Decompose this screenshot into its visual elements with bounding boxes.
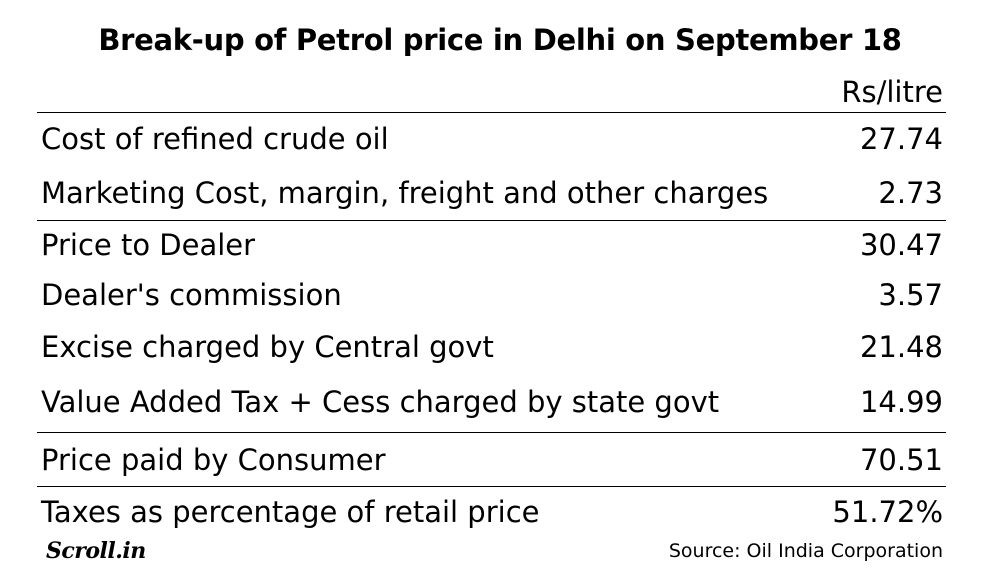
row-value: 30.47 [859, 228, 943, 262]
table-row: Marketing Cost, margin, freight and othe… [41, 173, 943, 213]
row-label: Dealer's commission [41, 278, 342, 312]
table-row: Price to Dealer 30.47 [41, 225, 943, 265]
table-row: Taxes as percentage of retail price 51.7… [41, 492, 943, 532]
divider-dealer [37, 220, 946, 221]
divider-taxes [37, 486, 946, 487]
row-value: 21.48 [859, 330, 943, 364]
table-row: Cost of refined crude oil 27.74 [41, 119, 943, 159]
row-label: Excise charged by Central govt [41, 330, 494, 364]
table-row: Dealer's commission 3.57 [41, 275, 943, 315]
row-value: 51.72% [832, 495, 943, 529]
row-value: 3.57 [878, 278, 943, 312]
row-label: Marketing Cost, margin, freight and othe… [41, 176, 769, 210]
row-value: 70.51 [859, 443, 943, 477]
source-note: Source: Oil India Corporation [668, 540, 943, 562]
divider-header [37, 112, 946, 113]
row-value: 27.74 [859, 122, 943, 156]
row-label: Price to Dealer [41, 228, 256, 262]
table-row: Value Added Tax + Cess charged by state … [41, 382, 943, 422]
table-row: Price paid by Consumer 70.51 [41, 440, 943, 480]
divider-consumer [37, 432, 946, 433]
row-label: Value Added Tax + Cess charged by state … [41, 385, 720, 419]
page-title: Break-up of Petrol price in Delhi on Sep… [98, 23, 902, 57]
table-row: Excise charged by Central govt 21.48 [41, 327, 943, 367]
row-label: Taxes as percentage of retail price [41, 495, 540, 529]
row-label: Cost of refined crude oil [41, 122, 389, 156]
row-value: 14.99 [859, 385, 943, 419]
unit-label: Rs/litre [841, 75, 943, 109]
row-value: 2.73 [878, 176, 943, 210]
scroll-logo: Scroll.in [46, 538, 146, 564]
row-label: Price paid by Consumer [41, 443, 386, 477]
